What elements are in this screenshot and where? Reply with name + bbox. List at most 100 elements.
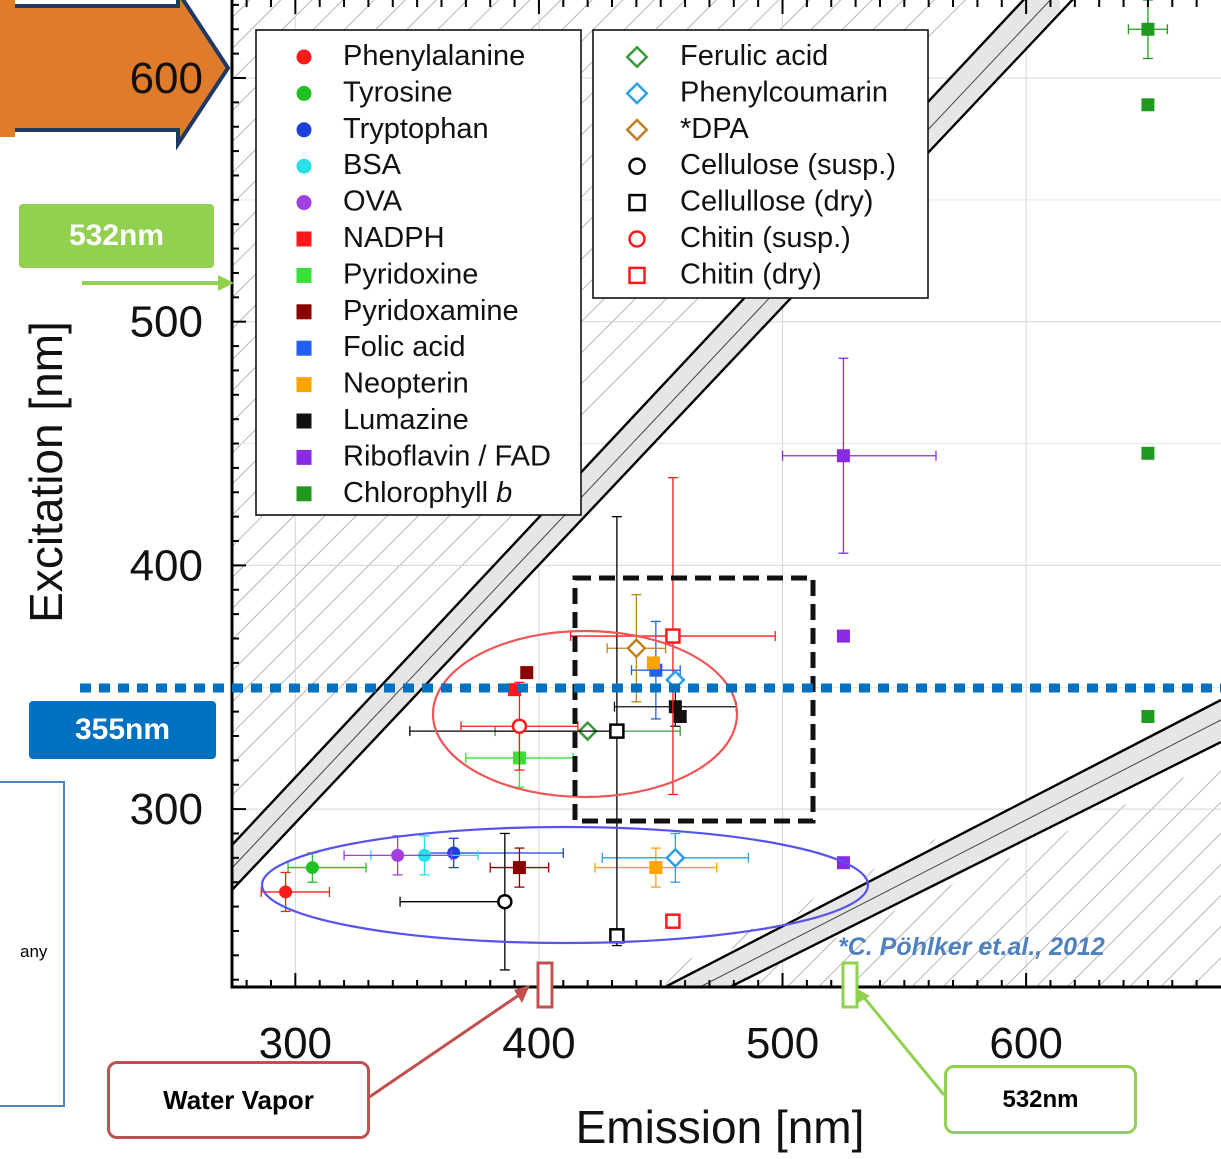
rayleigh-center: [232, 0, 1051, 869]
data-point-neopterin: [594, 847, 718, 888]
legend-label-chitin-susp: Chitin (susp.): [680, 222, 851, 254]
y-tick-label: 300: [130, 785, 203, 834]
data-point-neopterin-extra: [646, 656, 660, 670]
legend-label-pyridoxine: Pyridoxine: [343, 258, 478, 290]
label-532nm-bottom: 532nm: [944, 1065, 1137, 1134]
marker: [447, 846, 461, 860]
data-point-chitin-dry-extra: [665, 913, 681, 929]
legend-label-phenylalanine: Phenylalanine: [343, 40, 525, 72]
legend-marker-pyridoxine: [296, 267, 312, 283]
marker: [1141, 22, 1155, 36]
data-point-cellullose-dry: [409, 516, 625, 947]
legend-marker-pyridoxamine: [296, 304, 312, 320]
x-tick-label: 600: [989, 1019, 1062, 1068]
water-arrow-head: [514, 985, 530, 1003]
legend-marker-lumazine: [296, 413, 312, 429]
orange-arrow: [0, 0, 231, 151]
legend-label-riboflavin-fad: Riboflavin / FAD: [343, 440, 551, 472]
legend-label-neopterin: Neopterin: [343, 368, 469, 400]
selection-dashed-box: [572, 575, 816, 824]
marker: [1141, 98, 1155, 112]
data-point-pyridoxamine-extra: [520, 666, 534, 680]
marker: [511, 718, 528, 734]
data-point-tryptophan: [423, 837, 564, 869]
group-ellipse-red: [431, 629, 739, 799]
marker: [673, 709, 687, 723]
legend-marker-folic-acid: [296, 340, 312, 356]
rayleigh-edge-1: [232, 0, 1026, 846]
x-tick-label: 400: [502, 1019, 575, 1068]
legend-label-ova: OVA: [343, 186, 403, 218]
green-532-marker: [841, 961, 859, 1009]
legend-label-tyrosine: Tyrosine: [343, 76, 453, 108]
marker: [646, 656, 660, 670]
marker: [609, 723, 625, 739]
marker: [649, 861, 663, 875]
data-point-chlorophyll-b-extra: [1141, 446, 1155, 460]
data-point-ova: [343, 835, 452, 876]
legend-marker-cellulose-susp: [628, 157, 646, 175]
legend-marker-bsa: [296, 158, 312, 174]
data-point-riboflavin-fad-extra: [836, 629, 850, 643]
legend-label-folic-acid: Folic acid: [343, 331, 466, 363]
marker: [512, 861, 526, 875]
legend-marker-dpa: [625, 118, 649, 142]
side-note-box: [0, 781, 65, 1107]
side-note-fragment: any: [20, 942, 48, 961]
legend-label-chitin-dry: Chitin (dry): [680, 258, 822, 290]
marker: [497, 893, 513, 910]
legend-label-pyridoxamine: Pyridoxamine: [343, 295, 519, 327]
legend-marker-neopterin: [296, 377, 312, 393]
green-arrow-bottom-head: [856, 988, 870, 1004]
green-arrow-head: [218, 275, 234, 291]
y-tick-label: 400: [130, 541, 203, 590]
marker: [836, 629, 850, 643]
legend-marker-chitin-susp: [628, 230, 646, 248]
label-532nm-top: 532nm: [19, 204, 214, 268]
water-arrow-line: [364, 991, 523, 1102]
data-point-cellulose-susp: [399, 832, 513, 971]
data-point-phenylalanine: [260, 871, 331, 913]
group-ellipse-blue: [260, 825, 870, 945]
marker: [626, 638, 647, 659]
data-point-chitin-dry: [569, 477, 776, 796]
y-tick-label: 500: [130, 298, 203, 347]
legend-marker-riboflavin-fad: [296, 449, 312, 465]
x-tick-label: 300: [259, 1019, 332, 1068]
data-point-cellullose-dry-extra: [609, 928, 625, 944]
legend-marker-phenylalanine: [296, 49, 312, 65]
x-axis-label: Emission [nm]: [576, 1101, 865, 1153]
water-vapor-label: Water Vapor: [107, 1061, 370, 1139]
second-order-edge-2: [729, 740, 1221, 987]
x-tick-label: 500: [746, 1019, 819, 1068]
marker: [836, 449, 850, 463]
legend-marker-chitin-dry: [628, 266, 646, 285]
legend-box-right: [592, 29, 929, 299]
legend-marker-ova: [296, 195, 312, 211]
legend-marker-tryptophan: [296, 122, 312, 138]
legend-marker-cellullose-dry: [628, 193, 646, 212]
legend-marker-phenylcoumarin: [625, 81, 649, 105]
data-point-tyrosine: [287, 852, 367, 883]
legend-marker-chlorophyll-b: [296, 486, 312, 502]
marker: [279, 885, 293, 899]
legend-label-bsa: BSA: [343, 149, 402, 181]
orange-arrow-body: [0, 0, 15, 137]
data-point-chitin-susp: [460, 681, 579, 771]
marker: [665, 913, 681, 929]
legend-marker-ferulic-acid: [625, 45, 649, 69]
second-order-center: [699, 719, 1221, 987]
y-tick-label: 600: [130, 54, 203, 103]
legend-label-dpa: *DPA: [680, 113, 749, 145]
legend-label-ferulic-acid: Ferulic acid: [680, 40, 828, 72]
data-point-phenylcoumarin: [601, 832, 750, 883]
legend-label-cellulose-susp: Cellulose (susp.): [680, 149, 896, 181]
legend-label-phenylcoumarin: Phenylcoumarin: [680, 76, 888, 108]
marker: [391, 848, 405, 862]
second-order-edge-1: [664, 698, 1221, 987]
marker: [305, 861, 319, 875]
reference-citation: *C. Pöhlker et.al., 2012: [838, 933, 1105, 961]
y-axis-label: Excitation [nm]: [20, 321, 72, 623]
data-point-lumazine-extra: [673, 709, 687, 723]
